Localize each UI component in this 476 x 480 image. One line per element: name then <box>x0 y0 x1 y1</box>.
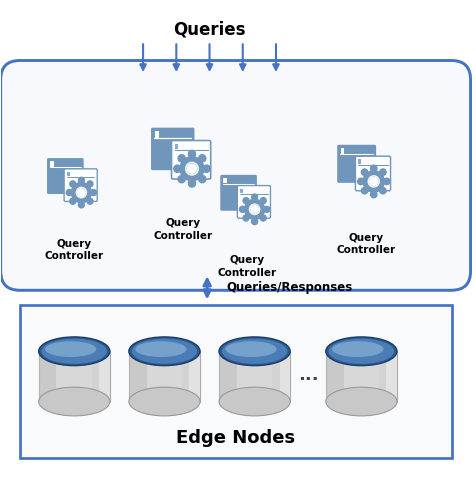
Circle shape <box>180 156 204 181</box>
Circle shape <box>87 181 93 187</box>
Ellipse shape <box>45 341 96 357</box>
Bar <box>67 172 70 177</box>
Circle shape <box>178 155 185 162</box>
FancyBboxPatch shape <box>20 305 452 458</box>
FancyBboxPatch shape <box>0 60 471 290</box>
FancyBboxPatch shape <box>337 145 376 183</box>
Polygon shape <box>326 351 344 402</box>
Bar <box>155 131 159 137</box>
FancyBboxPatch shape <box>220 175 257 211</box>
Text: Edge Nodes: Edge Nodes <box>176 429 295 447</box>
Polygon shape <box>272 351 290 402</box>
Circle shape <box>198 155 206 162</box>
Polygon shape <box>39 351 57 402</box>
Circle shape <box>79 202 84 208</box>
Circle shape <box>361 188 368 194</box>
Polygon shape <box>387 351 397 402</box>
Circle shape <box>71 182 91 203</box>
Ellipse shape <box>332 341 384 357</box>
Circle shape <box>243 198 249 204</box>
FancyBboxPatch shape <box>47 158 84 194</box>
Text: Query
Controller: Query Controller <box>154 218 213 241</box>
Circle shape <box>251 205 258 213</box>
Circle shape <box>361 169 368 175</box>
Bar <box>175 144 178 149</box>
Circle shape <box>370 177 378 185</box>
Bar <box>50 161 54 167</box>
Circle shape <box>260 215 266 221</box>
Circle shape <box>363 171 385 192</box>
Polygon shape <box>219 351 237 402</box>
Bar <box>223 178 227 183</box>
Circle shape <box>380 169 386 175</box>
Circle shape <box>174 165 181 172</box>
Polygon shape <box>182 351 200 402</box>
Ellipse shape <box>129 387 200 416</box>
Circle shape <box>264 206 270 212</box>
FancyBboxPatch shape <box>238 186 270 218</box>
Polygon shape <box>189 351 200 402</box>
Circle shape <box>370 192 377 198</box>
Circle shape <box>203 165 210 172</box>
Ellipse shape <box>326 337 397 366</box>
Ellipse shape <box>39 387 110 416</box>
Circle shape <box>78 189 85 196</box>
Circle shape <box>198 176 206 183</box>
Ellipse shape <box>328 339 394 364</box>
Ellipse shape <box>41 339 107 364</box>
Text: Queries: Queries <box>173 21 246 39</box>
Text: Query
Controller: Query Controller <box>218 255 277 278</box>
Bar <box>358 159 361 164</box>
Circle shape <box>252 194 258 200</box>
Ellipse shape <box>219 337 290 366</box>
Polygon shape <box>92 351 110 402</box>
Circle shape <box>188 180 196 187</box>
FancyBboxPatch shape <box>356 156 390 191</box>
Ellipse shape <box>226 341 277 357</box>
FancyBboxPatch shape <box>171 141 211 179</box>
Circle shape <box>252 218 258 225</box>
Polygon shape <box>379 351 397 402</box>
Circle shape <box>384 178 390 185</box>
Ellipse shape <box>222 339 288 364</box>
Text: Queries/Responses: Queries/Responses <box>226 281 352 294</box>
Polygon shape <box>279 351 290 402</box>
Polygon shape <box>129 351 200 402</box>
Ellipse shape <box>326 387 397 416</box>
Circle shape <box>79 177 84 183</box>
Circle shape <box>178 176 185 183</box>
Circle shape <box>245 199 265 219</box>
Text: ...: ... <box>298 366 318 384</box>
Circle shape <box>87 198 93 204</box>
Polygon shape <box>326 351 397 402</box>
Circle shape <box>357 178 364 185</box>
FancyBboxPatch shape <box>64 169 97 202</box>
Text: Query
Controller: Query Controller <box>337 233 396 255</box>
Circle shape <box>380 188 386 194</box>
Ellipse shape <box>135 341 187 357</box>
FancyBboxPatch shape <box>151 128 195 170</box>
Polygon shape <box>129 351 147 402</box>
Circle shape <box>70 198 76 204</box>
Ellipse shape <box>219 387 290 416</box>
Circle shape <box>66 190 72 195</box>
Text: Query
Controller: Query Controller <box>45 239 104 261</box>
Bar <box>240 189 243 193</box>
Polygon shape <box>99 351 110 402</box>
Circle shape <box>370 165 377 171</box>
Ellipse shape <box>39 337 110 366</box>
Circle shape <box>243 215 249 221</box>
Circle shape <box>90 190 97 195</box>
Circle shape <box>239 206 246 212</box>
Bar <box>340 148 344 154</box>
Circle shape <box>188 164 197 173</box>
Circle shape <box>70 181 76 187</box>
Polygon shape <box>219 351 290 402</box>
Circle shape <box>260 198 266 204</box>
Circle shape <box>188 150 196 157</box>
Polygon shape <box>39 351 110 402</box>
Ellipse shape <box>129 337 200 366</box>
Ellipse shape <box>132 339 197 364</box>
